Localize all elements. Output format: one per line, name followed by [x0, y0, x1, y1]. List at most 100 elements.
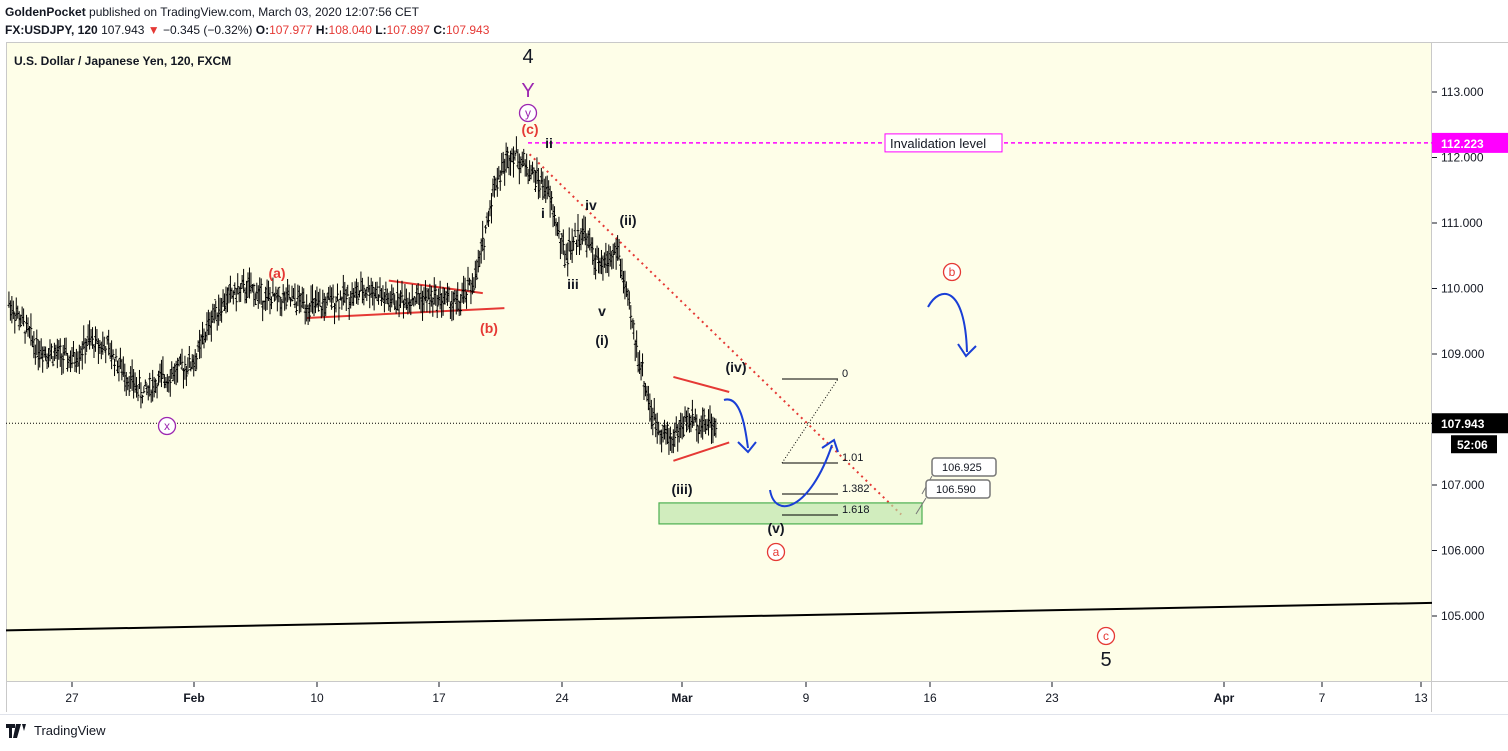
wave-iv-upper-line[interactable] — [673, 375, 730, 393]
projection-arrow-b — [927, 292, 968, 353]
wave-label: iii — [567, 276, 579, 292]
high-value: 108.040 — [328, 23, 372, 37]
x-tick-label: Apr — [1214, 691, 1235, 705]
quote-line: FX:USDJPY, 120 107.943 ▼ −0.345 (−0.32%)… — [5, 23, 489, 37]
wave-label: Y — [521, 80, 534, 102]
x-tick-label: Mar — [671, 691, 693, 705]
open-label: O: — [255, 23, 270, 37]
down-arrow-icon: ▼ — [147, 23, 160, 37]
wave-label: c — [1103, 629, 1109, 643]
wave-label: (v) — [767, 520, 784, 536]
triangle-lower-line[interactable] — [306, 307, 505, 319]
wave-circle — [157, 416, 177, 436]
wave-label: y — [525, 106, 531, 120]
last-price-tag — [1432, 413, 1508, 434]
y-tick-label: 110.000 — [1441, 282, 1484, 296]
footer-brand[interactable]: TradingView — [34, 723, 106, 738]
close-value: 107.943 — [446, 23, 490, 37]
arrow-head-icon — [821, 438, 839, 453]
wave-circle — [766, 542, 786, 562]
fib-diagonal — [781, 378, 839, 464]
bar-countdown: 52:06 — [1457, 438, 1488, 452]
wave-label: (a) — [268, 265, 285, 281]
close-label: C: — [433, 23, 446, 37]
invalidation-price-label: 112.223 — [1441, 137, 1484, 151]
wave-label: (i) — [595, 332, 608, 348]
fib-label: 1.618 — [842, 504, 870, 516]
target-low-label: 106.590 — [936, 484, 976, 496]
arrow-head-icon — [737, 441, 757, 454]
last-price: 107.943 — [101, 23, 145, 37]
wave-label: x — [164, 419, 170, 433]
x-tick-label: 16 — [923, 691, 937, 705]
x-tick-label: Feb — [183, 691, 204, 705]
fib-label: 0 — [842, 368, 848, 380]
invalidation-label-box — [884, 133, 1003, 153]
wave-label: 5 — [1100, 649, 1111, 671]
arrow-head-icon — [957, 343, 977, 358]
support-trendline[interactable] — [5, 601, 1433, 632]
open-value: 107.977 — [269, 23, 313, 37]
x-tick-label: 27 — [65, 691, 79, 705]
y-tick-label: 109.000 — [1441, 347, 1485, 361]
projection-arrow-up — [769, 444, 833, 508]
wave-label: (iv) — [726, 359, 747, 375]
author-name[interactable]: GoldenPocket — [5, 5, 86, 19]
low-value: 107.897 — [386, 23, 430, 37]
y-tick-label: 105.000 — [1441, 609, 1485, 623]
fib-label: 1.01 — [842, 452, 863, 464]
countdown-tag — [1451, 435, 1497, 454]
wave-label: b — [949, 265, 956, 279]
high-label: H: — [315, 23, 329, 37]
resistance-trendline[interactable] — [528, 153, 902, 516]
wave-label: a — [773, 545, 780, 559]
chart-header: GoldenPocket published on TradingView.co… — [0, 0, 1508, 42]
target-zone[interactable] — [658, 502, 923, 525]
x-tick-label: 10 — [310, 691, 324, 705]
invalidation-price-tag — [1432, 132, 1508, 153]
wave-circle — [1096, 626, 1116, 646]
price-change: −0.345 (−0.32%) — [163, 23, 253, 37]
x-tick-label: 23 — [1045, 691, 1059, 705]
wave-circle — [518, 103, 538, 123]
y-tick-label: 112.000 — [1441, 151, 1484, 165]
wave-label: i — [541, 205, 545, 221]
y-tick-label: 111.000 — [1441, 216, 1483, 230]
y-tick-label: 107.000 — [1441, 478, 1485, 492]
x-tick-label: 13 — [1414, 691, 1428, 705]
wave-label: 4 — [522, 46, 533, 68]
wave-label: (iii) — [672, 481, 693, 497]
plot-area[interactable] — [6, 42, 1432, 682]
wave-circle — [942, 262, 962, 282]
target-high-label: 106.925 — [942, 462, 982, 474]
invalidation-label: Invalidation level — [890, 136, 986, 151]
x-tick-label: 24 — [555, 691, 569, 705]
wave-label: (b) — [480, 320, 498, 336]
target-low-leader — [915, 497, 927, 515]
footer-bar — [0, 714, 1508, 751]
symbol-label: FX:USDJPY, 120 — [5, 23, 98, 37]
publish-text: published on TradingView.com, March 03, … — [89, 5, 420, 19]
publish-line: GoldenPocket published on TradingView.co… — [5, 5, 419, 19]
wave-label: iv — [585, 197, 597, 213]
low-label: L: — [375, 23, 387, 37]
x-tick-label: 17 — [432, 691, 446, 705]
tradingview-logo-icon[interactable] — [6, 724, 30, 738]
fib-label: 1.382 — [842, 483, 870, 495]
y-tick-label: 113.000 — [1441, 85, 1484, 99]
wave-label: (c) — [521, 121, 538, 137]
wave-label: ii — [545, 135, 553, 151]
time-axis[interactable] — [6, 682, 1432, 712]
last-price-label: 107.943 — [1441, 417, 1485, 431]
y-tick-label: 106.000 — [1441, 544, 1485, 558]
target-low-callout — [925, 479, 991, 499]
wave-iv-lower-line[interactable] — [673, 441, 730, 462]
wave-label: (ii) — [619, 212, 636, 228]
x-tick-label: 7 — [1319, 691, 1326, 705]
wave-label: v — [598, 303, 606, 319]
legend-title: U.S. Dollar / Japanese Yen, 120, FXCM — [14, 54, 231, 68]
projection-arrow-down — [723, 398, 749, 449]
target-high-callout — [931, 457, 997, 477]
x-tick-label: 9 — [803, 691, 810, 705]
